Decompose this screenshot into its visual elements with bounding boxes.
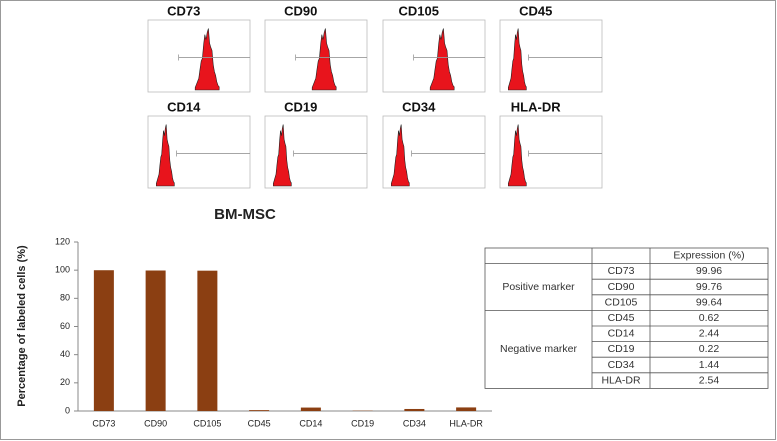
x-tick-label: HLA-DR	[449, 418, 483, 428]
table-marker: CD19	[608, 343, 635, 355]
table-marker: CD73	[608, 265, 635, 277]
histogram-label: CD90	[284, 3, 317, 18]
x-tick-label: CD90	[144, 418, 167, 428]
histogram-peak	[507, 28, 527, 91]
table-value: 2.54	[699, 374, 720, 386]
y-tick-label: 120	[55, 236, 70, 246]
table-marker: CD14	[608, 328, 635, 340]
bar	[404, 408, 425, 411]
table-marker: CD34	[608, 359, 635, 371]
x-tick-label: CD105	[193, 418, 221, 428]
histogram-label: HLA-DR	[511, 99, 561, 114]
table-marker: CD90	[608, 281, 635, 293]
histogram-peak	[194, 28, 220, 91]
table-marker: CD105	[605, 296, 638, 308]
group-label: Negative marker	[500, 343, 578, 355]
x-tick-label: CD14	[299, 418, 322, 428]
histogram-peak	[311, 28, 337, 91]
table-value: 99.64	[696, 296, 722, 308]
histogram-peak	[429, 28, 455, 91]
x-tick-label: CD73	[92, 418, 115, 428]
bar	[456, 407, 477, 411]
table-value: 2.44	[699, 328, 720, 340]
table-border	[484, 247, 769, 389]
table-value: 99.76	[696, 281, 722, 293]
bar	[300, 407, 321, 411]
group-label: Positive marker	[502, 281, 575, 293]
y-tick-label: 40	[60, 349, 70, 359]
histogram-peak	[272, 124, 292, 187]
x-tick-label: CD34	[403, 418, 426, 428]
table-marker: HLA-DR	[601, 374, 641, 386]
histogram-label: CD45	[519, 3, 552, 18]
bar	[93, 270, 114, 411]
histogram-label: CD105	[398, 3, 438, 18]
x-tick-label: CD19	[351, 418, 374, 428]
x-tick-label: CD45	[248, 418, 271, 428]
chart-title: BM-MSC	[214, 206, 276, 223]
y-tick-label: 100	[55, 265, 70, 275]
y-axis-label: Percentage of labeled cells (%)	[16, 245, 28, 407]
bar	[197, 270, 218, 411]
table-marker: CD45	[608, 312, 635, 324]
y-tick-label: 60	[60, 321, 70, 331]
y-tick-label: 80	[60, 293, 70, 303]
histogram-label: CD34	[402, 99, 436, 114]
table-value: 0.62	[699, 312, 720, 324]
bar	[145, 270, 166, 411]
table-header: Expression (%)	[673, 250, 744, 262]
y-tick-label: 0	[65, 405, 70, 415]
table-value: 1.44	[699, 359, 720, 371]
histogram-label: CD19	[284, 99, 317, 114]
histogram-label: CD14	[167, 99, 201, 114]
histogram-peak	[390, 124, 410, 187]
bar	[249, 410, 270, 411]
y-tick-label: 20	[60, 377, 70, 387]
histogram-label: CD73	[167, 3, 200, 18]
histogram-peak	[155, 124, 175, 187]
histogram-peak	[507, 124, 527, 187]
table-value: 0.22	[699, 343, 720, 355]
table-value: 99.96	[696, 265, 722, 277]
